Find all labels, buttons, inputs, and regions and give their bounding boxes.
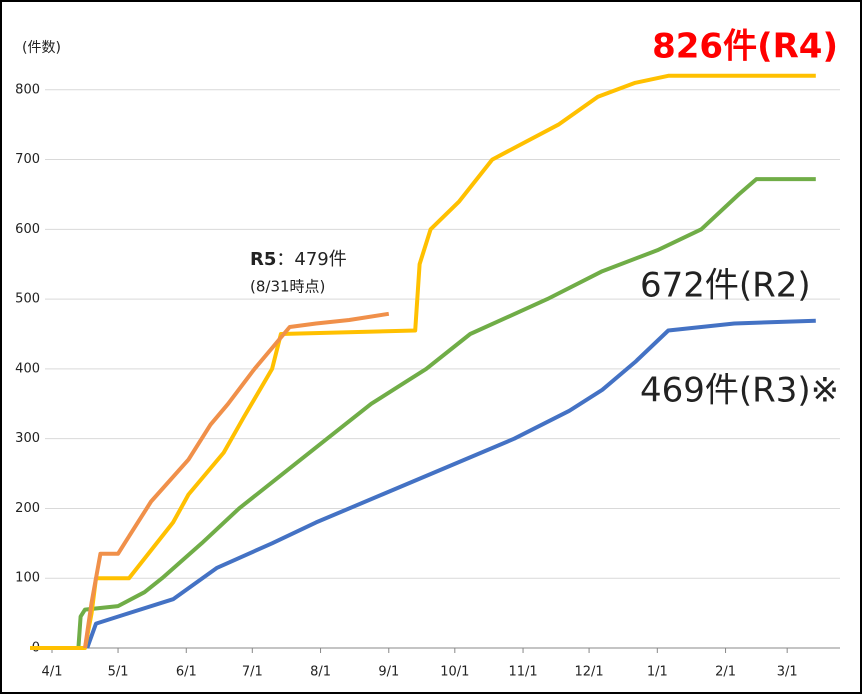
series-line [85, 318, 816, 649]
series-line [30, 73, 816, 650]
x-tick-label: 6/1 [176, 665, 197, 680]
x-tick-label: 9/1 [378, 665, 399, 680]
y-tick-label: 700 [15, 152, 40, 167]
series-label: 826件(R4) [652, 27, 838, 67]
x-tick-label: 12/1 [574, 665, 603, 680]
y-tick-label: 500 [15, 292, 40, 307]
x-tick-label: 2/1 [715, 665, 736, 680]
y-tick-label: 800 [15, 82, 40, 97]
x-tick-label: 7/1 [242, 665, 263, 680]
x-tick-label: 3/1 [777, 665, 798, 680]
series-label-name: R5 [250, 249, 276, 270]
y-tick-label: 300 [15, 431, 40, 446]
y-axis-label: (件数) [22, 40, 61, 56]
x-tick-label: 5/1 [108, 665, 129, 680]
x-tick-label: 11/1 [508, 665, 537, 680]
series-line [76, 177, 816, 649]
y-tick-label: 400 [15, 361, 40, 376]
x-tick-label: 10/1 [440, 665, 469, 680]
series-note: (8/31時点) [250, 278, 325, 296]
series-label-count: ：479件 [276, 249, 346, 270]
series-label: 469件(R3)※ [640, 371, 839, 411]
series-line [83, 311, 390, 649]
series-label: 672件(R2) [640, 266, 811, 306]
series-label: R5：479件 [250, 249, 347, 270]
x-tick-label: 4/1 [42, 665, 63, 680]
y-tick-label: 600 [15, 222, 40, 237]
y-tick-label: 100 [15, 571, 40, 586]
y-tick-label: 200 [15, 501, 40, 516]
x-tick-label: 1/1 [647, 665, 668, 680]
x-tick-label: 8/1 [310, 665, 331, 680]
